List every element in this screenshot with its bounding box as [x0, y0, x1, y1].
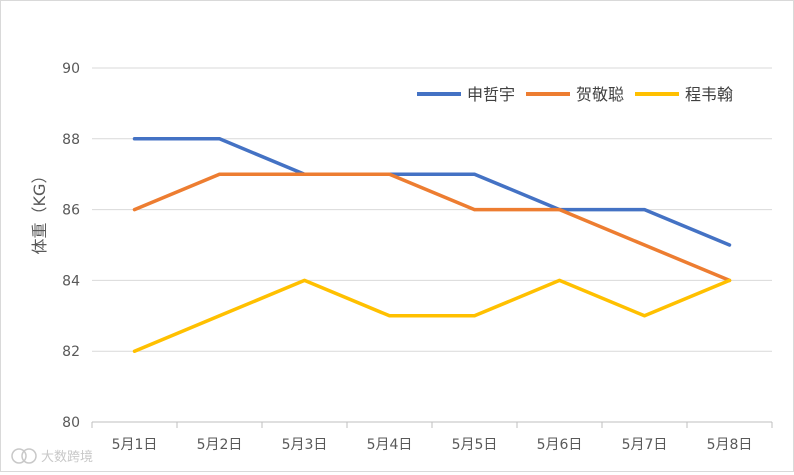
legend-label: 贺敬聪 — [576, 85, 624, 104]
data-point — [473, 172, 476, 176]
series-line — [132, 137, 732, 247]
watermark: 大数跨境 — [11, 448, 93, 465]
x-tick-label: 5月8日 — [707, 437, 753, 453]
legend-label: 申哲宇 — [467, 85, 515, 104]
series-lines — [132, 137, 732, 353]
x-tick-label: 5月5日 — [452, 437, 498, 453]
watermark-text: 大数跨境 — [41, 450, 93, 465]
x-tick-labels: 5月1日 5月2日 5月3日 5月4日 5月5日 5月6日 5月7日 5月8日 — [112, 437, 753, 453]
data-point — [558, 278, 561, 282]
data-point — [643, 243, 646, 247]
data-point — [218, 172, 221, 176]
data-point — [133, 208, 136, 212]
x-axis — [91, 421, 773, 428]
data-point — [643, 208, 646, 212]
x-tick-label: 5月1日 — [112, 437, 158, 453]
x-tick-label: 5月2日 — [197, 437, 243, 453]
x-tick-label: 5月7日 — [622, 437, 668, 453]
y-tick-label: 82 — [62, 344, 80, 360]
data-point — [388, 172, 391, 176]
y-tick-labels: 80 82 84 86 88 90 — [62, 61, 80, 431]
data-point — [218, 314, 221, 318]
watermark-logo-icon — [11, 448, 37, 464]
x-tick-label: 5月3日 — [282, 437, 328, 453]
x-tick-label: 5月4日 — [367, 437, 413, 453]
data-point — [558, 208, 561, 212]
legend-label: 程韦翰 — [685, 85, 733, 104]
data-point — [388, 314, 391, 318]
data-point — [643, 314, 646, 318]
data-point — [728, 278, 731, 282]
data-point — [218, 137, 221, 141]
data-point — [303, 172, 306, 176]
legend: 申哲宇 贺敬聪 程韦翰 — [417, 85, 733, 104]
data-point — [133, 137, 136, 141]
data-point — [133, 349, 136, 353]
y-tick-label: 80 — [62, 415, 80, 431]
series-line — [132, 278, 732, 353]
x-tick-label: 5月6日 — [537, 437, 583, 453]
data-point — [728, 243, 731, 247]
data-point — [303, 278, 306, 282]
y-tick-label: 86 — [62, 203, 80, 219]
gridlines — [92, 67, 772, 352]
y-tick-label: 90 — [62, 61, 80, 77]
y-tick-label: 84 — [62, 273, 80, 289]
series-line — [132, 172, 732, 283]
data-point — [473, 314, 476, 318]
y-tick-label: 88 — [62, 132, 80, 148]
data-point — [473, 208, 476, 212]
y-axis-label: 体重（KG） — [30, 168, 49, 255]
